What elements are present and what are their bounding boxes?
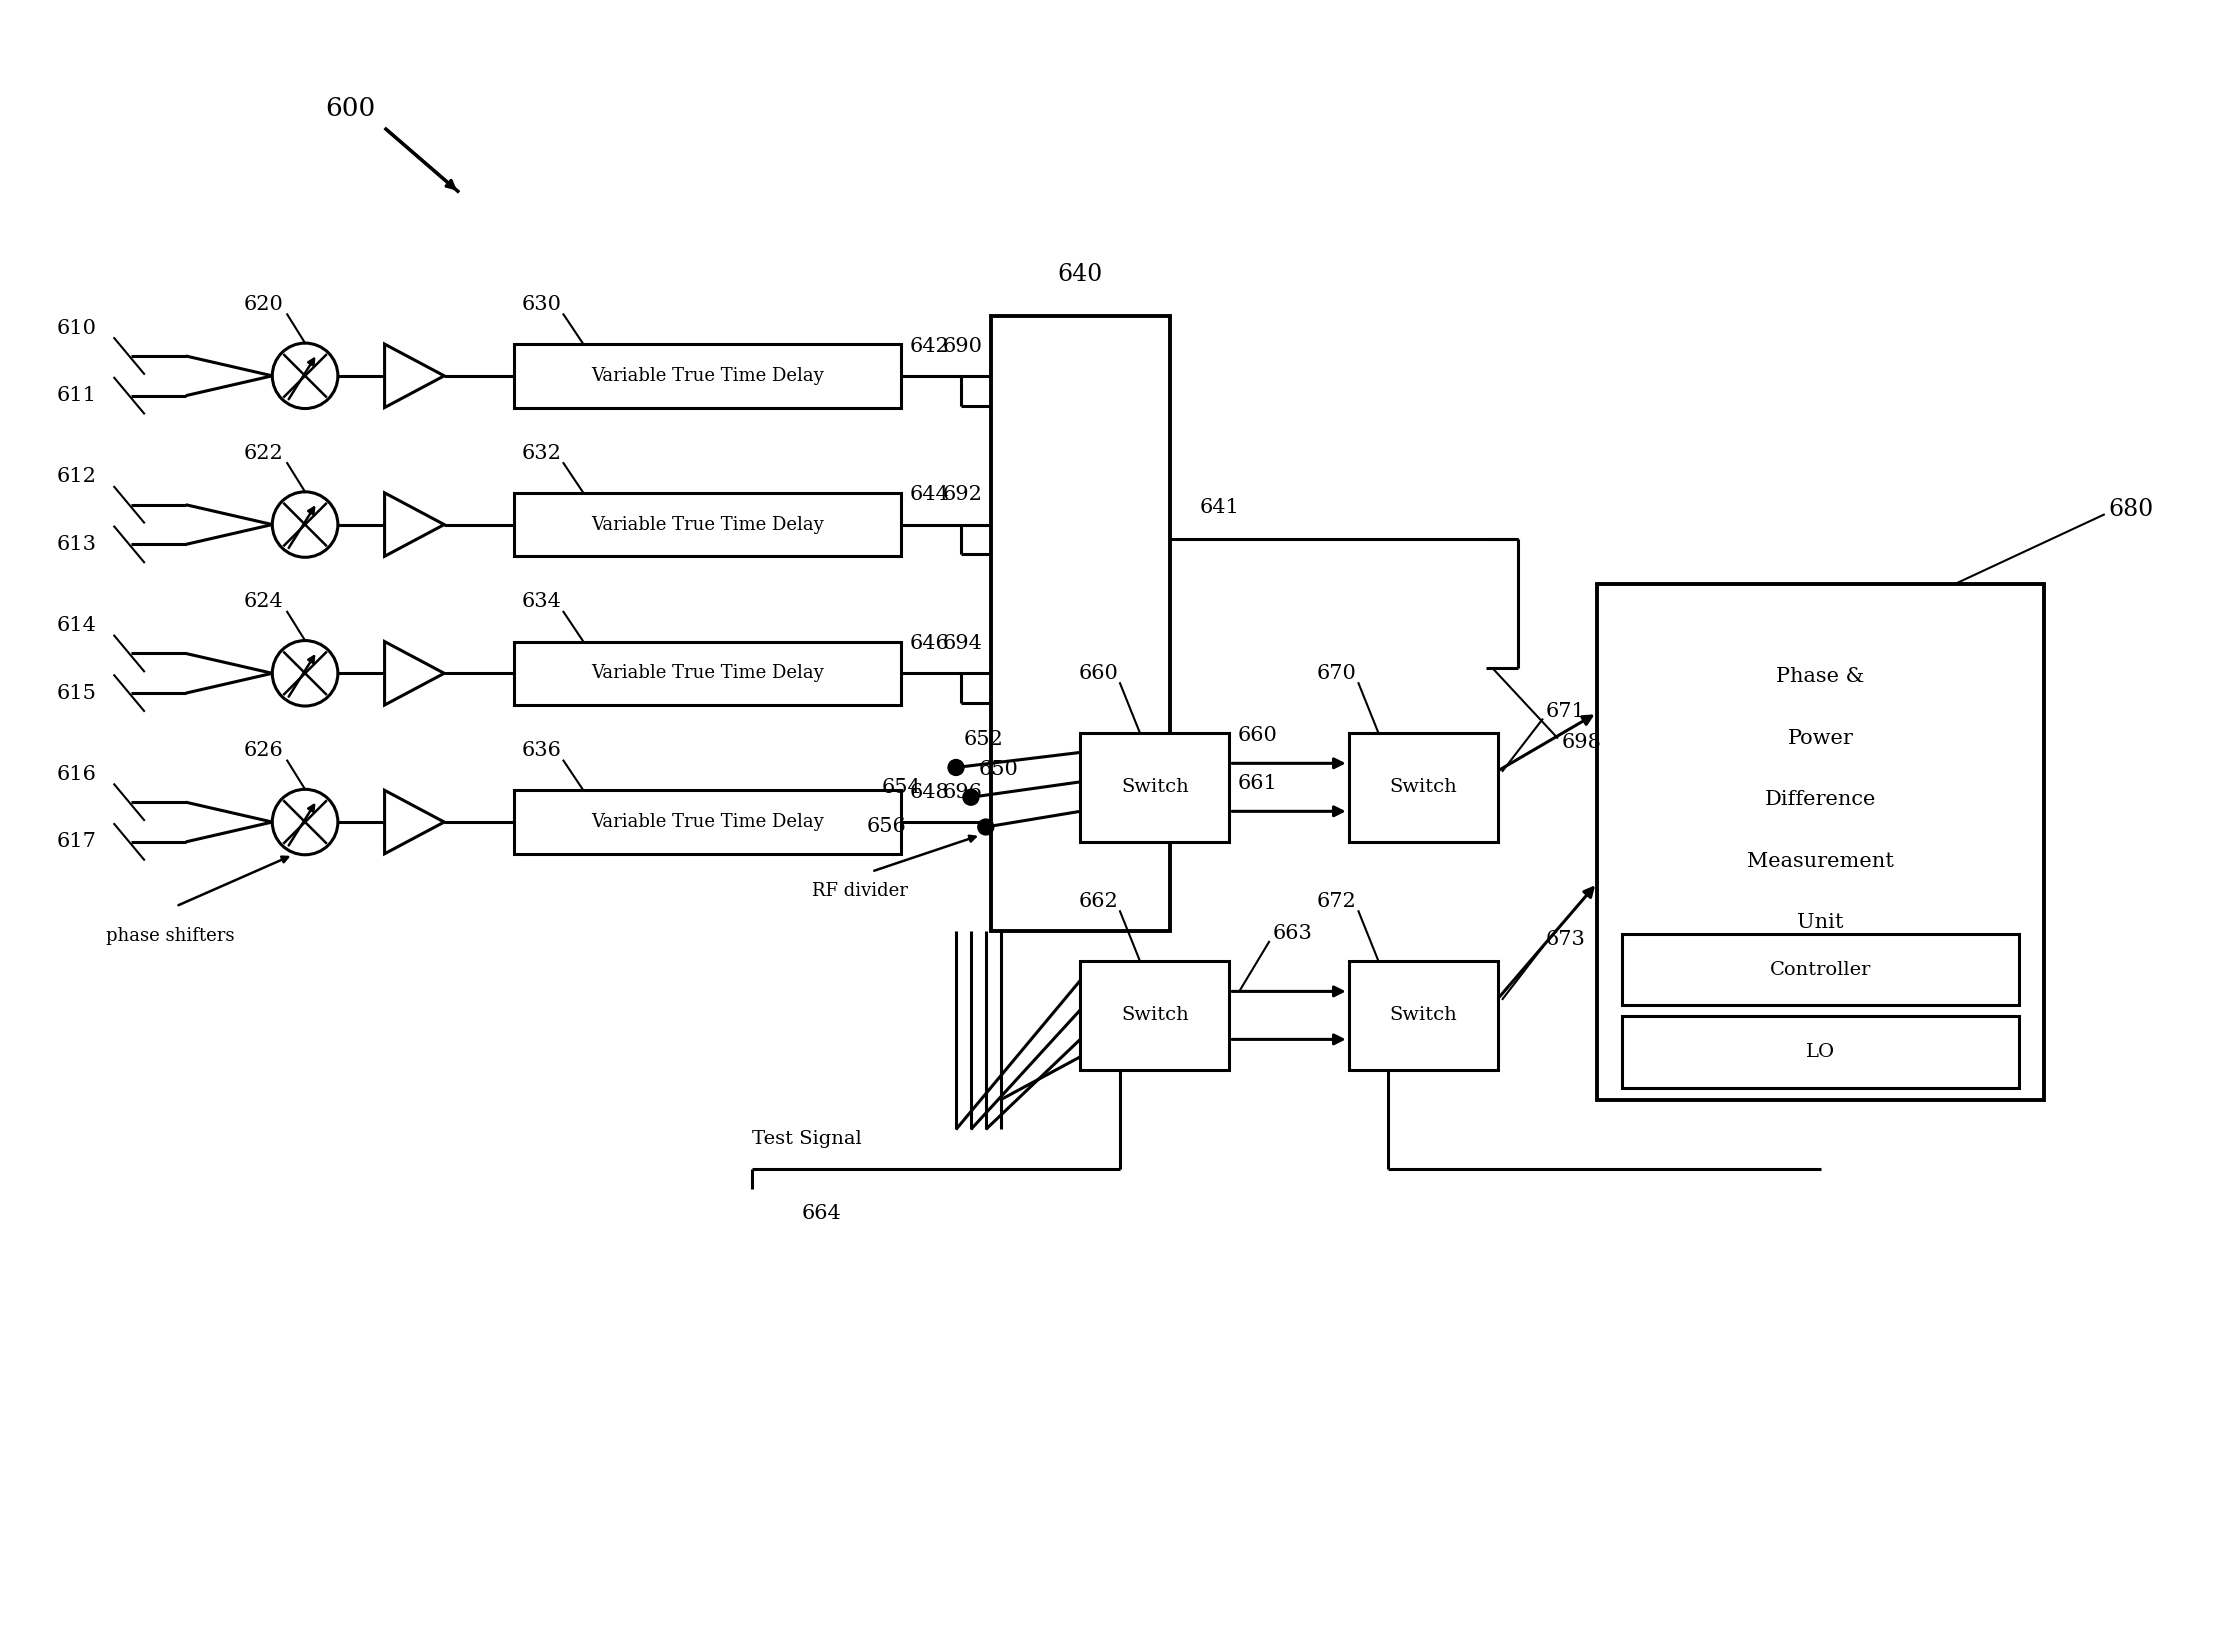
Text: 671: 671 — [1545, 702, 1585, 720]
Text: Variable True Time Delay: Variable True Time Delay — [590, 813, 823, 831]
Text: 624: 624 — [244, 593, 284, 611]
Text: 698: 698 — [1561, 733, 1601, 752]
Text: 654: 654 — [881, 778, 921, 796]
Text: Switch: Switch — [1389, 778, 1458, 796]
Bar — [1621, 933, 2019, 1006]
Text: 610: 610 — [56, 319, 96, 337]
Text: Variable True Time Delay: Variable True Time Delay — [590, 515, 823, 534]
Text: 696: 696 — [944, 783, 984, 801]
Bar — [1080, 961, 1230, 1070]
Text: 600: 600 — [324, 96, 376, 121]
Text: 634: 634 — [521, 593, 561, 611]
Text: 642: 642 — [910, 337, 948, 355]
Text: 660: 660 — [1237, 727, 1277, 745]
Circle shape — [964, 790, 979, 805]
Text: 616: 616 — [56, 765, 96, 785]
Text: 632: 632 — [521, 444, 561, 463]
Text: 652: 652 — [964, 730, 1004, 750]
Text: 673: 673 — [1545, 930, 1585, 948]
Text: 664: 664 — [803, 1204, 841, 1222]
Bar — [1348, 733, 1498, 843]
Text: 663: 663 — [1272, 925, 1313, 943]
Text: 640: 640 — [1058, 263, 1102, 286]
Text: Measurement: Measurement — [1746, 852, 1894, 871]
Bar — [991, 316, 1169, 932]
Text: 670: 670 — [1317, 664, 1357, 682]
Text: 648: 648 — [910, 783, 948, 801]
Text: 636: 636 — [521, 742, 561, 760]
Text: 650: 650 — [979, 760, 1020, 780]
Bar — [1348, 961, 1498, 1070]
Text: Power: Power — [1787, 729, 1854, 748]
Text: 662: 662 — [1078, 892, 1118, 910]
Bar — [1597, 585, 2044, 1100]
Bar — [514, 641, 901, 705]
Text: 630: 630 — [521, 296, 561, 314]
Text: 690: 690 — [944, 337, 984, 355]
Circle shape — [977, 819, 993, 834]
Text: 656: 656 — [868, 818, 906, 836]
Text: Unit: Unit — [1798, 914, 1845, 932]
Text: 692: 692 — [944, 486, 984, 504]
Text: 612: 612 — [56, 468, 96, 486]
Text: 646: 646 — [910, 634, 948, 653]
Text: LO: LO — [1807, 1042, 1836, 1061]
Text: phase shifters: phase shifters — [107, 927, 235, 945]
Text: 672: 672 — [1317, 892, 1357, 910]
Text: Switch: Switch — [1120, 1006, 1190, 1024]
Text: 615: 615 — [56, 684, 96, 702]
Text: Phase &: Phase & — [1775, 667, 1865, 686]
Text: RF divider: RF divider — [812, 882, 908, 900]
Text: 641: 641 — [1198, 499, 1239, 517]
Text: 613: 613 — [56, 535, 96, 553]
Bar — [514, 790, 901, 854]
Text: 660: 660 — [1078, 664, 1118, 682]
Text: Variable True Time Delay: Variable True Time Delay — [590, 664, 823, 682]
Text: 614: 614 — [56, 616, 96, 636]
Text: Test Signal: Test Signal — [751, 1130, 863, 1148]
Text: 661: 661 — [1237, 775, 1277, 793]
Text: Controller: Controller — [1771, 961, 1872, 978]
Bar — [1621, 1016, 2019, 1087]
Text: 644: 644 — [910, 486, 948, 504]
Bar — [514, 344, 901, 408]
Text: Variable True Time Delay: Variable True Time Delay — [590, 367, 823, 385]
Circle shape — [948, 760, 964, 775]
Text: 617: 617 — [56, 833, 96, 851]
Bar — [514, 492, 901, 557]
Text: 694: 694 — [944, 634, 984, 653]
Text: 620: 620 — [244, 296, 284, 314]
Text: Switch: Switch — [1389, 1006, 1458, 1024]
Text: Difference: Difference — [1764, 790, 1876, 809]
Text: 622: 622 — [244, 444, 284, 463]
Text: Switch: Switch — [1120, 778, 1190, 796]
Text: 626: 626 — [244, 742, 284, 760]
Text: 611: 611 — [56, 387, 96, 405]
Bar — [1080, 733, 1230, 843]
Text: 680: 680 — [2109, 499, 2153, 520]
